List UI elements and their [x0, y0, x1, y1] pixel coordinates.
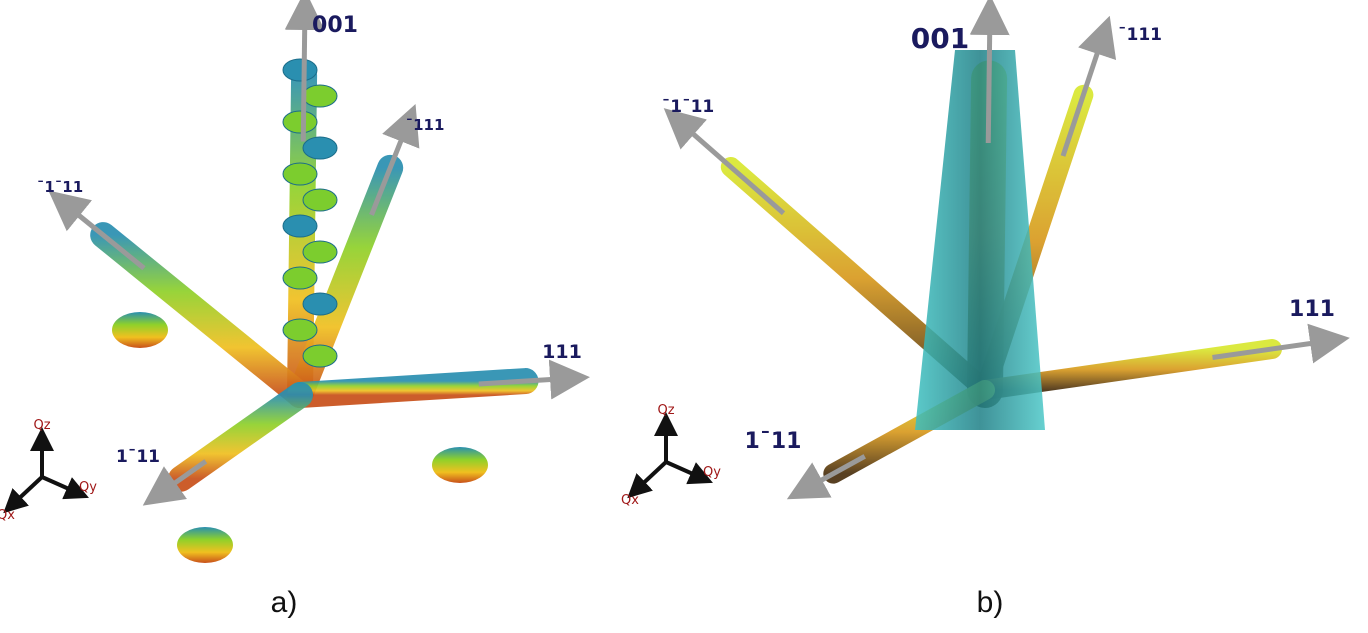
blob [112, 312, 168, 348]
direction-label: 111 [1289, 297, 1335, 322]
panel-caption: a) [271, 586, 298, 619]
blob [303, 241, 337, 263]
direction-label: 1¯11 [116, 447, 160, 467]
direction-label: ¯1¯11 [37, 178, 83, 196]
blob [283, 163, 317, 185]
frame-axis-label: Qx [621, 493, 639, 508]
frame-axis-label: Qz [33, 418, 50, 433]
figure: 001 ¯111 ¯1¯11 111 1¯11 Qz Qy Qx a) 001 ¯111 ¯1¯11 1… [0, 0, 1368, 633]
blob [283, 319, 317, 341]
frame-axis-label: Qz [657, 403, 674, 418]
frame-axis-label: Qy [703, 465, 721, 480]
central-spike [915, 50, 1045, 430]
blob [303, 85, 337, 107]
frame-axis [666, 462, 702, 478]
blob [283, 59, 317, 81]
blob [432, 447, 488, 483]
frame-axis [636, 462, 666, 490]
blob [177, 527, 233, 563]
direction-label: ¯1¯11 [662, 97, 715, 117]
blob [303, 345, 337, 367]
direction-label: ¯111 [1118, 25, 1162, 45]
frame-axis [42, 477, 78, 493]
direction-label: 001 [312, 13, 358, 38]
blob [303, 293, 337, 315]
direction-arrow [60, 200, 144, 268]
blob [283, 215, 317, 237]
panel-caption: b) [977, 586, 1004, 619]
blob [283, 267, 317, 289]
page: 001 ¯111 ¯1¯11 111 1¯11 Qz Qy Qx a) 001 ¯111 ¯1¯11 1… [0, 0, 1368, 633]
direction-label: 001 [911, 22, 969, 55]
direction-arrow [675, 118, 784, 213]
frame-axis [12, 477, 42, 505]
direction-label: 1¯11 [745, 429, 802, 454]
direction-arrow [988, 10, 990, 143]
blob [303, 137, 337, 159]
direction-label: ¯111 [406, 116, 445, 134]
direction-label: 111 [542, 341, 582, 363]
direction-arrow [1063, 30, 1105, 156]
frame-axis-label: Qy [79, 480, 97, 495]
frame-axis-label: Qx [0, 508, 15, 523]
direction-arrow [303, 5, 305, 142]
direction-arrow [800, 456, 865, 492]
blob [303, 189, 337, 211]
blob [283, 111, 317, 133]
